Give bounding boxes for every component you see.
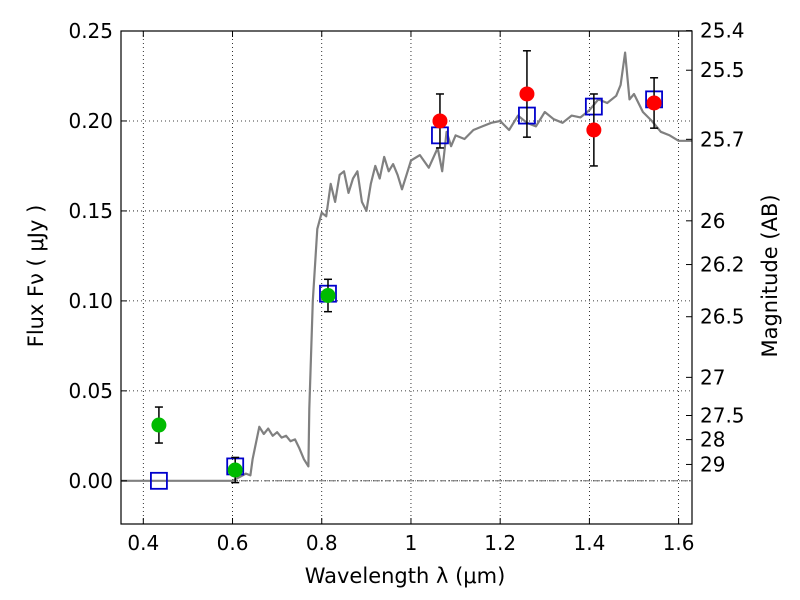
x-tick-label: 1.4 [573, 531, 605, 555]
y2-tick-label: 25.7 [700, 127, 745, 151]
y-axis-label: Flux Fν ( μJy ) [24, 205, 48, 348]
x-tick-label: 1 [405, 531, 418, 555]
y-tick-label: 0.05 [68, 379, 113, 403]
observed-flux-point [227, 462, 243, 478]
model-spectrum [121, 51, 692, 482]
plot-frame [120, 30, 693, 525]
y-tick-label: 0.15 [68, 199, 113, 223]
axis-ticks: 0.4 0.6 0.8 1 1.2 1.4 1.6 0.00 0.05 0.10 0.15 0.20 0… [68, 19, 744, 555]
y2-axis-label: Magnitude (AB) [758, 194, 782, 357]
model-spectrum-line [121, 51, 692, 482]
model-flux-square [150, 471, 168, 490]
observed-flux-point [432, 113, 448, 129]
y-tick-label: 0.00 [68, 469, 113, 493]
y2-tick-label: 26 [700, 209, 725, 233]
observed-flux-point [519, 86, 535, 102]
y2-tick-label: 26.5 [700, 305, 745, 329]
x-tick-label: 1.6 [663, 531, 695, 555]
observed-flux-point [151, 417, 167, 433]
x-tick-label: 0.6 [217, 531, 249, 555]
y2-tick-label: 26.2 [700, 253, 745, 277]
data-points [150, 50, 663, 490]
x-axis-label: Wavelength λ (μm) [305, 564, 506, 588]
y2-tick-label: 25.5 [700, 58, 745, 82]
x-tick-label: 0.8 [306, 531, 338, 555]
y-tick-label: 0.10 [68, 289, 113, 313]
y2-tick-label: 28 [700, 428, 725, 452]
y2-tick-label: 25.4 [700, 19, 745, 43]
x-tick-label: 0.4 [127, 531, 159, 555]
y2-tick-label: 27.5 [700, 404, 745, 428]
y2-tick-label: 27 [700, 365, 725, 389]
x-tick-label: 1.2 [484, 531, 516, 555]
observed-flux-point [646, 95, 662, 111]
observed-flux-point [320, 287, 336, 303]
y-tick-label: 0.20 [68, 109, 113, 133]
y2-tick-label: 29 [700, 452, 725, 476]
y-tick-label: 0.25 [68, 19, 113, 43]
observed-flux-point [586, 122, 602, 138]
